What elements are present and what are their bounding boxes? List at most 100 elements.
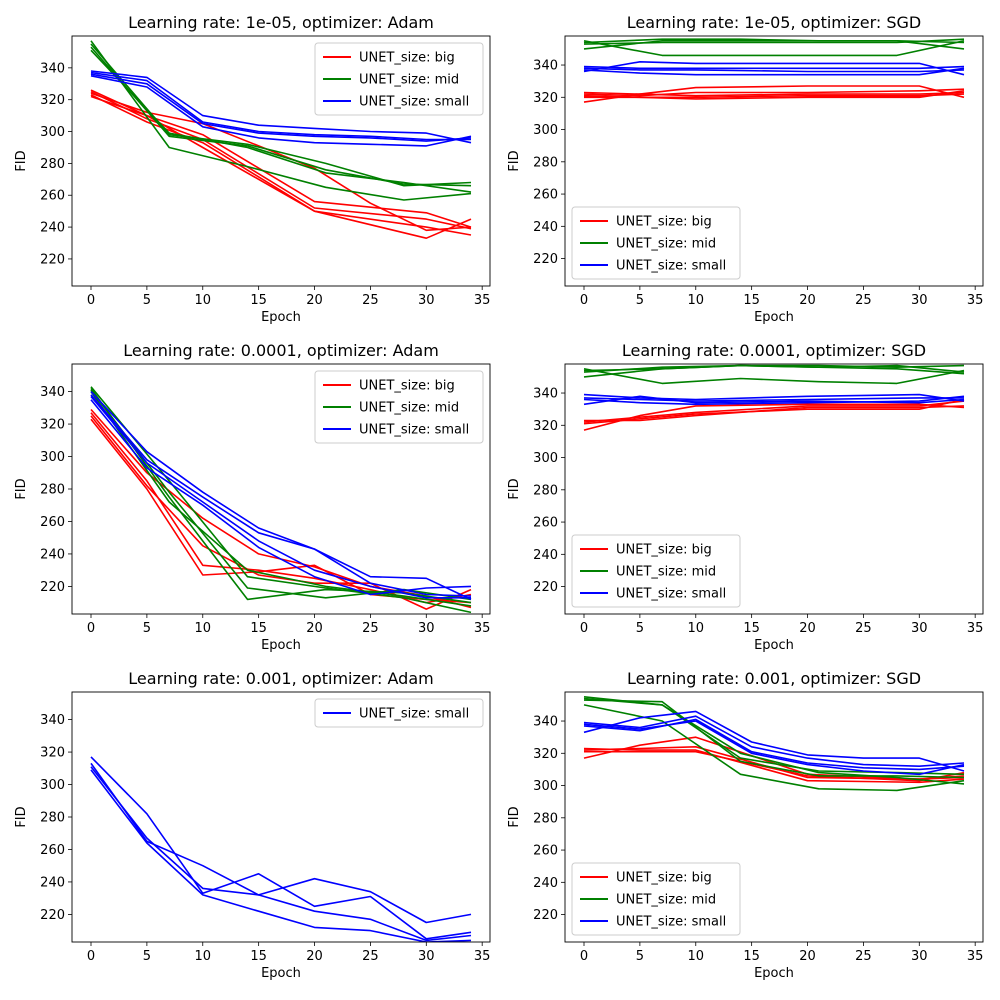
chart-2-legend-label-small: UNET_size: small — [616, 259, 726, 274]
chart-3-series-line-mid — [90, 389, 472, 601]
chart-6-xtick-label: 25 — [855, 949, 872, 964]
chart-3-xtick-label: 10 — [194, 621, 211, 636]
chart-6-xtick-label: 15 — [743, 949, 760, 964]
chart-5-series-line-small — [90, 756, 472, 940]
chart-5-xtick-label: 5 — [143, 949, 151, 964]
chart-5-ytick-label: 340 — [40, 713, 65, 728]
chart-1-xtick-label: 0 — [87, 293, 95, 308]
chart-6-ytick-label: 240 — [533, 876, 558, 891]
chart-2-series-line-big — [583, 88, 965, 97]
chart-6-series-line-small — [583, 715, 965, 768]
chart-3-xtick-label: 15 — [250, 621, 267, 636]
chart-4-xtick-label: 25 — [855, 621, 872, 636]
chart-1-series-line-big — [90, 92, 472, 232]
chart-6-legend-box — [571, 862, 741, 936]
chart-6-xtick-label: 30 — [911, 949, 928, 964]
chart-3-series-line-small — [90, 395, 471, 599]
chart-5-xlabel: Epoch — [261, 966, 301, 981]
chart-1-legend-label-big: UNET_size: big — [359, 51, 455, 66]
chart-3-ytick-label: 340 — [40, 385, 65, 400]
chart-6-title: Learning rate: 0.001, optimizer: SGD — [627, 669, 921, 688]
chart-2-ylabel: FID — [507, 150, 522, 171]
chart-2: Learning rate: 1e-05, optimizer: SGD 0 5 10… — [507, 13, 984, 325]
chart-2-series-line-mid — [583, 38, 965, 44]
chart-2-legend-box — [571, 206, 741, 280]
chart-4-ylabel: FID — [507, 478, 522, 499]
chart-4-series-line-small — [583, 397, 964, 402]
chart-2-ytick-label: 280 — [533, 155, 558, 170]
chart-6-series-group — [583, 696, 965, 792]
chart-1-xtick-label: 30 — [418, 293, 435, 308]
chart-6-xtick-label: 10 — [687, 949, 704, 964]
chart-4-xtick-label: 20 — [799, 621, 816, 636]
chart-1-ytick-label: 240 — [40, 221, 65, 236]
chart-3-legend-label-small: UNET_size: small — [359, 423, 469, 438]
chart-4-series-line-mid — [583, 368, 965, 385]
chart-1-series-line-big — [90, 89, 472, 228]
chart-2-ytick-label: 240 — [533, 220, 558, 235]
chart-6-xtick-label: 5 — [636, 949, 644, 964]
chart-4-xtick-label: 5 — [636, 621, 644, 636]
chart-1-series-line-big — [90, 94, 472, 239]
chart-2-xtick-label: 35 — [967, 293, 984, 308]
chart-4-series-group — [583, 364, 965, 431]
chart-4-legend-box — [571, 534, 741, 608]
chart-2-xtick-label: 0 — [580, 293, 588, 308]
chart-5-xtick-label: 15 — [250, 949, 267, 964]
chart-6-legend-label-mid: UNET_size: mid — [616, 893, 716, 908]
chart-2-ytick-label: 340 — [533, 59, 558, 74]
chart-4-legend: UNET_size: big UNET_size: mid UNET_size: s… — [571, 534, 741, 608]
chart-3-legend-box — [314, 370, 484, 444]
chart-1-legend-label-mid: UNET_size: mid — [359, 73, 459, 88]
chart-5-ytick-label: 240 — [40, 875, 65, 890]
chart-6-xtick-label: 20 — [799, 949, 816, 964]
chart-6-xtick-label: 0 — [580, 949, 588, 964]
chart-2-xtick-label: 10 — [687, 293, 704, 308]
chart-3-xtick-label: 20 — [306, 621, 323, 636]
chart-2-series-line-big — [583, 91, 965, 97]
chart-1-xtick-label: 15 — [250, 293, 267, 308]
chart-4-xtick-label: 35 — [967, 621, 984, 636]
chart-2-xtick-label: 20 — [799, 293, 816, 308]
chart-2-legend-label-big: UNET_size: big — [616, 215, 712, 230]
chart-2-ytick-label: 220 — [533, 252, 558, 267]
chart-5-xtick-label: 20 — [306, 949, 323, 964]
chart-1-ytick-label: 220 — [40, 252, 65, 267]
chart-2-legend: UNET_size: big UNET_size: mid UNET_size: s… — [571, 206, 741, 280]
chart-2-xtick-label: 25 — [855, 293, 872, 308]
chart-6-axes-frame — [564, 691, 984, 943]
chart-2-series-line-mid — [583, 38, 965, 45]
chart-5-series-line-small — [90, 769, 472, 942]
chart-4-ytick-label: 240 — [533, 548, 558, 563]
chart-3-legend-label-mid: UNET_size: mid — [359, 401, 459, 416]
chart-5-series-group — [90, 756, 472, 942]
chart-6: Learning rate: 0.001, optimizer: SGD 0 5 10… — [507, 669, 984, 981]
chart-3-series-line-small — [90, 394, 472, 597]
chart-4-series-line-big — [583, 400, 965, 423]
chart-3-xtick-label: 25 — [362, 621, 379, 636]
chart-6-series-line-big — [583, 747, 965, 784]
chart-3-ylabel: FID — [14, 478, 29, 499]
chart-4-xtick-label: 10 — [687, 621, 704, 636]
chart-2-title: Learning rate: 1e-05, optimizer: SGD — [627, 13, 921, 32]
chart-6-ytick-label: 220 — [533, 908, 558, 923]
chart-4-series-line-big — [584, 405, 965, 422]
chart-2-series-line-small — [583, 65, 965, 70]
chart-3-xlabel: Epoch — [261, 638, 301, 653]
chart-4-xtick-label: 15 — [743, 621, 760, 636]
chart-3-series-group — [90, 386, 472, 614]
chart-2-axes-frame — [564, 35, 984, 287]
chart-1-series-line-small — [90, 71, 471, 141]
chart-2-ytick-label: 320 — [533, 91, 558, 106]
chart-6-ytick-label: 320 — [533, 747, 558, 762]
chart-3-xtick-label: 35 — [474, 621, 491, 636]
chart-4: Learning rate: 0.0001, optimizer: SGD 0 5 1… — [507, 341, 984, 653]
chart-2-legend-label-mid: UNET_size: mid — [616, 237, 716, 252]
chart-1-series-group — [90, 40, 472, 239]
chart-3-xtick-label: 5 — [143, 621, 151, 636]
chart-3-title: Learning rate: 0.0001, optimizer: Adam — [123, 341, 439, 360]
chart-1-title: Learning rate: 1e-05, optimizer: Adam — [128, 13, 434, 32]
chart-4-legend-label-big: UNET_size: big — [616, 543, 712, 558]
chart-1-xtick-label: 10 — [194, 293, 211, 308]
chart-5-ylabel: FID — [14, 806, 29, 827]
